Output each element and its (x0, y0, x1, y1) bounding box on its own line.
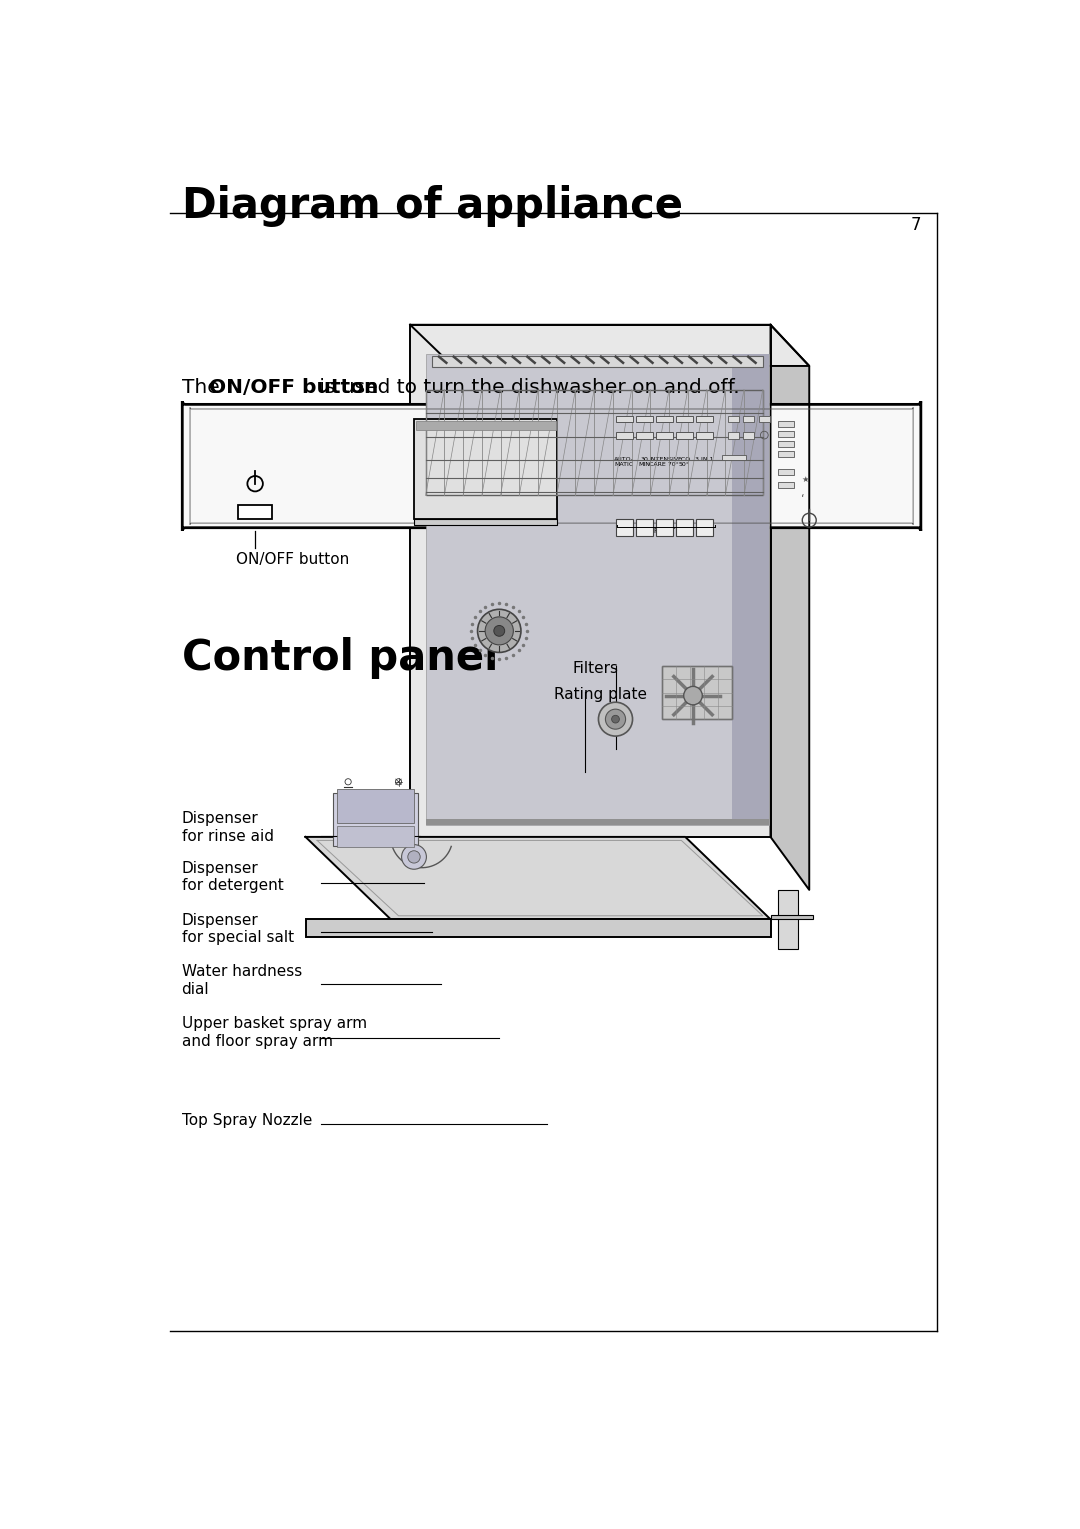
Text: Dispenser
for detergent: Dispenser for detergent (181, 861, 283, 893)
Text: is used to turn the dishwasher on and off.: is used to turn the dishwasher on and of… (313, 378, 740, 396)
Bar (636, 416, 652, 422)
Bar (697, 416, 713, 422)
Bar (636, 433, 652, 439)
Bar (337, 789, 414, 823)
Text: Top Spray Nozzle: Top Spray Nozzle (181, 1113, 312, 1128)
Bar (238, 505, 272, 518)
FancyBboxPatch shape (183, 401, 921, 531)
Bar (676, 433, 693, 439)
Circle shape (477, 609, 521, 653)
Bar (676, 518, 693, 537)
Text: ON/OFF button: ON/OFF button (208, 378, 378, 396)
Bar (728, 433, 739, 439)
Bar (697, 518, 713, 537)
Bar (676, 416, 693, 422)
Bar (728, 416, 739, 422)
Bar (616, 433, 633, 439)
Polygon shape (306, 836, 770, 919)
Bar (616, 416, 633, 422)
Bar (656, 433, 673, 439)
Text: Dispenser
for special salt: Dispenser for special salt (181, 913, 294, 945)
Bar (410, 324, 770, 836)
Bar (426, 390, 762, 495)
Circle shape (494, 625, 504, 636)
Circle shape (606, 709, 625, 729)
Bar (723, 456, 745, 460)
Bar (426, 820, 769, 826)
Text: Control panel: Control panel (181, 636, 498, 679)
Text: 7: 7 (912, 217, 921, 234)
Text: Diagram of appliance: Diagram of appliance (181, 185, 683, 226)
Bar (662, 667, 732, 719)
Circle shape (408, 850, 420, 862)
Bar (697, 433, 713, 439)
Circle shape (402, 844, 427, 868)
Text: Water hardness
dial: Water hardness dial (181, 965, 301, 997)
Bar (759, 416, 770, 422)
Bar (770, 914, 813, 919)
Text: AUTO-
MATIC: AUTO- MATIC (615, 457, 634, 466)
Bar (426, 355, 769, 826)
Text: ‘: ‘ (801, 494, 805, 503)
Text: ECO
50°: ECO 50° (678, 457, 691, 466)
Bar (779, 482, 794, 488)
Bar (779, 890, 798, 948)
Bar (779, 431, 794, 437)
Text: The: The (181, 378, 226, 396)
Bar (732, 355, 769, 826)
Text: INTENSIV
CARE 70°: INTENSIV CARE 70° (649, 457, 679, 466)
Bar (779, 469, 794, 476)
Bar (333, 794, 418, 847)
Text: 30
MIN: 30 MIN (638, 457, 650, 466)
Circle shape (611, 716, 619, 723)
Text: Rating plate: Rating plate (554, 688, 647, 702)
Circle shape (485, 616, 513, 645)
Text: Dispenser
for rinse aid: Dispenser for rinse aid (181, 812, 273, 844)
Bar (656, 416, 673, 422)
Bar (779, 440, 794, 446)
Bar (779, 451, 794, 457)
Text: 3 IN 1: 3 IN 1 (696, 457, 714, 462)
Bar (636, 518, 652, 537)
Polygon shape (410, 324, 809, 365)
Bar (616, 518, 633, 537)
Text: RESET: RESET (653, 529, 675, 535)
Text: Filters: Filters (572, 662, 619, 676)
Bar (337, 826, 414, 847)
Text: ★: ★ (801, 476, 809, 485)
Bar (656, 518, 673, 537)
Text: Upper basket spray arm
and floor spray arm: Upper basket spray arm and floor spray a… (181, 1017, 366, 1049)
Bar (416, 422, 556, 431)
Bar (779, 420, 794, 427)
Bar (743, 416, 754, 422)
Circle shape (684, 687, 702, 705)
Text: ON/OFF button: ON/OFF button (235, 552, 349, 567)
Bar (414, 518, 557, 524)
Bar (432, 356, 762, 367)
Bar (743, 433, 754, 439)
Bar (306, 919, 770, 937)
Polygon shape (770, 324, 809, 890)
Circle shape (598, 702, 633, 735)
Bar (414, 419, 557, 518)
